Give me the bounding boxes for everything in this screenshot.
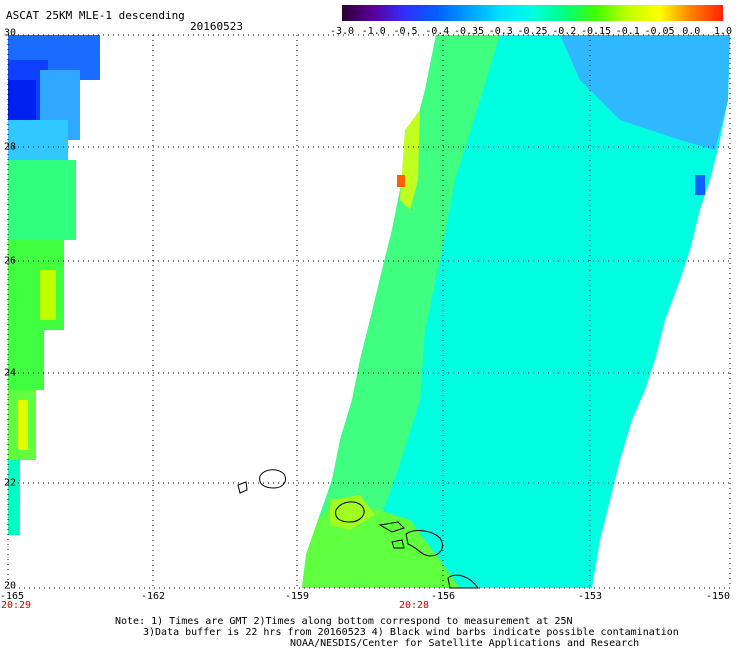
colorbar-labels: -3.0 -1.0 -0.5 -0.4 -0.35 -0.3 -0.25 -0.2 -0.15-… (318, 26, 740, 38)
colorbar-tick-label: -0.3 (488, 26, 513, 37)
y-tick-label: 30 (4, 27, 17, 39)
note-line-1: Note: 1) Times are GMT 2)Times along bot… (115, 616, 573, 627)
y-tick-label: 24 (4, 367, 17, 379)
colorbar (342, 5, 723, 21)
colorbar-tick-label: -0.2 (552, 26, 577, 37)
colorbar-tick-label: -0.25 (517, 26, 548, 37)
x-tick-label: -153 (577, 591, 603, 602)
colorbar-tick-label: -0.05 (644, 26, 675, 37)
colorbar-tick-label: -3.0 (329, 26, 355, 37)
map-title: ASCAT 25KM MLE-1 descending (6, 9, 185, 22)
note-line-2: 3)Data buffer is 22 hrs from 20160523 4)… (143, 627, 679, 638)
colorbar-tick-label: -1.0 (361, 26, 386, 37)
y-tick-label: 28 (4, 141, 17, 153)
colorbar-gradient (342, 5, 723, 21)
y-tick-label: 26 (4, 255, 17, 267)
time-right: 20:28 (398, 600, 430, 611)
notes-block: Note: 1) Times are GMT 2)Times along bot… (115, 616, 679, 649)
time-left: 20:29 (0, 600, 32, 611)
colorbar-tick-label: -0.35 (453, 26, 485, 37)
map-frame (7, 34, 731, 589)
map-date: 20160523 (190, 20, 243, 33)
y-tick-label: 22 (4, 477, 17, 489)
island-coastlines (237, 469, 479, 589)
colorbar-tick-label: -0.4 (425, 26, 450, 37)
grid (8, 35, 730, 588)
right-swath (302, 35, 730, 588)
x-tick-label: -156 (430, 591, 456, 602)
x-tick-label: -165 (0, 591, 25, 602)
colorbar-tick-label: -0.15 (580, 26, 612, 37)
x-tick-label: -150 (705, 591, 731, 602)
colorbar-tick-label: 0.0 (682, 26, 701, 37)
x-tick-label: -159 (284, 591, 310, 602)
left-swath (8, 35, 100, 535)
colorbar-tick-label: -0.5 (393, 26, 418, 37)
note-line-3: NOAA/NESDIS/Center for Satellite Applica… (290, 638, 640, 649)
x-tick-label: -162 (140, 591, 166, 602)
y-tick-label: 20 (4, 580, 17, 592)
colorbar-tick-label: 1.0 (713, 26, 733, 37)
colorbar-tick-label: -0.1 (615, 26, 640, 37)
